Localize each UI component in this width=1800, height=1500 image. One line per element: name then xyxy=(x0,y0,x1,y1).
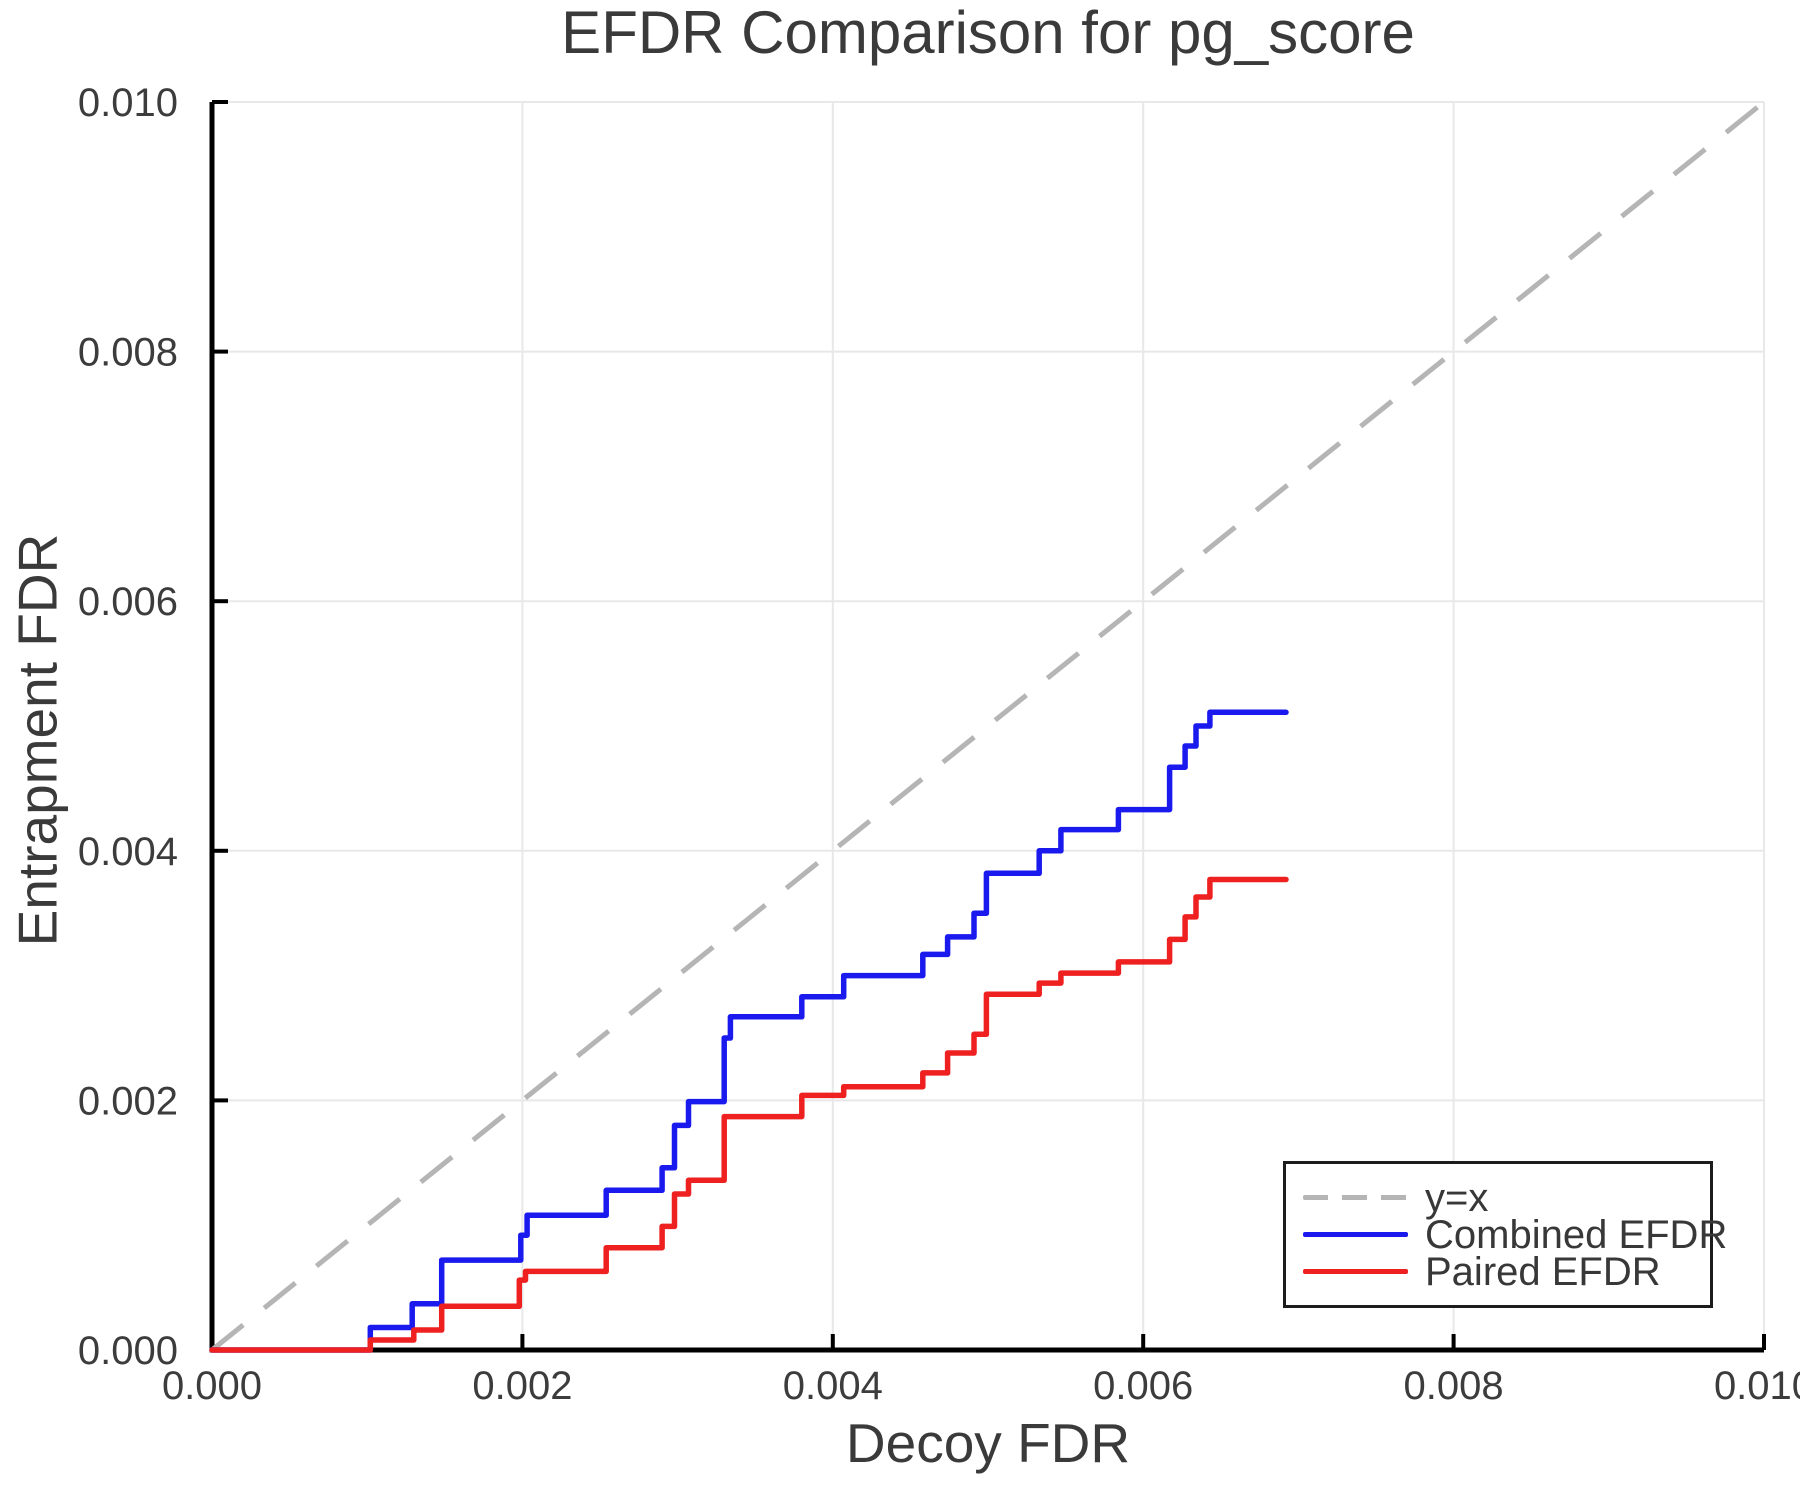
x-tick-label: 0.002 xyxy=(472,1364,572,1408)
legend-item-y-x: y=x xyxy=(1303,1175,1710,1220)
x-tick-label: 0.008 xyxy=(1404,1364,1504,1408)
y-axis-label: Entrapment FDR xyxy=(6,533,69,947)
y-tick-label: 0.004 xyxy=(78,830,178,874)
legend-item-combined-efdr: Combined EFDR xyxy=(1303,1215,1727,1255)
x-axis-label: Decoy FDR xyxy=(845,1412,1131,1474)
paired-efdr-line xyxy=(209,876,1289,1353)
legend-item-paired-efdr: Paired EFDR xyxy=(1303,1249,1710,1294)
y-tick-label: 0.006 xyxy=(78,580,178,624)
legend-item-label: Paired EFDR xyxy=(1425,1249,1661,1294)
legend-line-sample xyxy=(1303,1269,1408,1274)
x-tick-label: 0.000 xyxy=(162,1364,262,1408)
legend-item-label: y=x xyxy=(1425,1175,1489,1220)
legend: y=x Combined EFDR Paired EFDR xyxy=(1283,1161,1727,1308)
y-tick-label: 0.010 xyxy=(78,81,178,125)
y-tick-label: 0.000 xyxy=(78,1329,178,1373)
y-tick-label: 0.008 xyxy=(78,331,178,375)
x-tick-label: 0.010 xyxy=(1714,1364,1800,1408)
legend-line-sample xyxy=(1303,1232,1408,1237)
y-tick-label: 0.002 xyxy=(78,1079,178,1123)
x-tick-label: 0.004 xyxy=(783,1364,883,1408)
x-tick-label: 0.006 xyxy=(1093,1364,1193,1408)
combined-efdr-line xyxy=(209,709,1289,1353)
chart-title: EFDR Comparison for pg_score xyxy=(561,0,1415,66)
legend-dashed-line-sample xyxy=(1303,1195,1408,1200)
legend-item-label: Combined EFDR xyxy=(1425,1212,1728,1257)
